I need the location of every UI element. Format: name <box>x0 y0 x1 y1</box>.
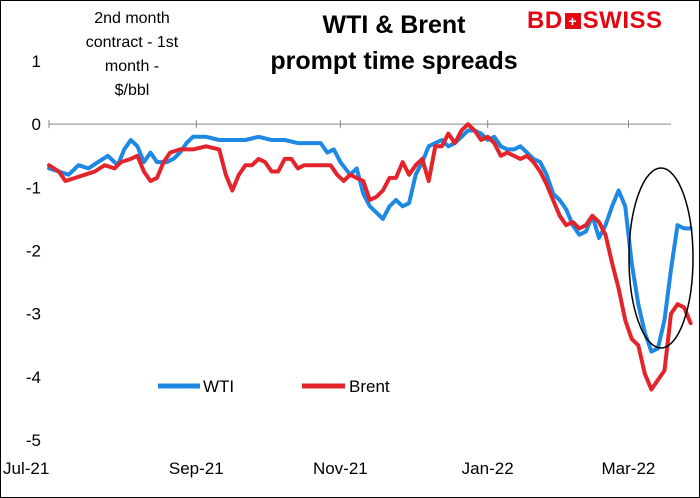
x-tick-label: Jul-21 <box>3 459 49 478</box>
series-line-brent <box>47 122 693 392</box>
series-lines <box>47 122 693 392</box>
y-tick-label: 0 <box>32 115 41 134</box>
y-tick-label: -3 <box>26 305 41 324</box>
y-tick-label: 1 <box>32 52 41 71</box>
legend-brent-label: Brent <box>349 377 390 396</box>
x-tick-label: Nov-21 <box>313 459 368 478</box>
brand-logo-part1: BD <box>527 7 563 34</box>
legend-wti-label: WTI <box>203 377 234 396</box>
highlight-ellipse <box>628 167 694 349</box>
x-tick-label: Sep-21 <box>169 459 224 478</box>
x-tick-label: Jan-22 <box>462 459 514 478</box>
chart-title-line-1: WTI & Brent <box>322 11 466 39</box>
x-tick-label: Mar-22 <box>602 459 656 478</box>
chart-title-line-2: prompt time spreads <box>270 47 517 75</box>
y-label-line-2: contract - 1st <box>86 34 179 51</box>
brand-logo-part2: SWISS <box>582 7 663 34</box>
y-label-line-4: $/bbl <box>115 82 150 99</box>
brand-plus-icon: + <box>564 13 581 29</box>
legend: WTI Brent <box>158 377 390 396</box>
y-axis: 1 0 -1 -2 -3 -4 -5 <box>26 52 671 450</box>
brand-logo: BD + SWISS <box>527 7 663 34</box>
series-line-wti <box>47 128 693 354</box>
y-label-line-3: month - <box>105 58 159 75</box>
y-tick-label: -5 <box>26 431 41 450</box>
y-tick-label: -2 <box>26 242 41 261</box>
y-tick-label: -4 <box>26 368 41 387</box>
y-label-line-1: 2nd month <box>94 10 170 27</box>
y-tick-label: -1 <box>26 178 41 197</box>
x-axis: Jul-21 Sep-21 Nov-21 Jan-22 Mar-22 <box>3 120 655 478</box>
